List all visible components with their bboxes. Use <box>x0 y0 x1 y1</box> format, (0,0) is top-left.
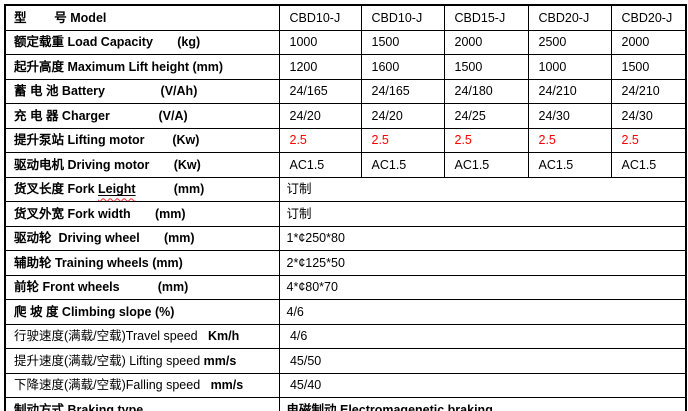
cell-load-3: 2000 <box>443 29 529 55</box>
cell-battery-4: 24/210 <box>527 78 612 104</box>
row-label-travel-speed: 行驶速度(满载/空载)Travel speed Km/h <box>4 323 280 349</box>
cell-climbing-slope: 4/6 <box>278 299 687 325</box>
spec-row-braking-type: 制动方式 Braking type 电磁制动 Electromagenetic … <box>4 397 687 411</box>
falling-speed-unit: mm/s <box>203 378 244 393</box>
cell-lift-3: 1500 <box>443 54 529 80</box>
cell-load-5: 2000 <box>610 29 687 55</box>
spec-row-falling-speed: 下降速度(满载/空载)Falling speed mm/s 45/40 <box>4 372 687 398</box>
cell-drivemotor-2: AC1.5 <box>360 152 445 178</box>
row-label-driving-motor: 驱动电机 Driving motor (Kw) <box>4 152 280 178</box>
cell-battery-5: 24/210 <box>610 78 687 104</box>
cell-model-5: CBD20-J <box>610 4 687 31</box>
cell-falling-speed: 45/40 <box>278 372 687 398</box>
cell-battery-3: 24/180 <box>443 78 529 104</box>
row-label-fork-width: 货叉外宽 Fork width (mm) <box>4 201 280 227</box>
cell-load-4: 2500 <box>527 29 612 55</box>
cell-charger-3: 24/25 <box>443 103 529 129</box>
cell-travel-speed: 4/6 <box>278 323 687 349</box>
lifting-speed-text: 提升速度(满载/空载) Lifting speed <box>14 353 204 368</box>
cell-load-2: 1500 <box>360 29 445 55</box>
cell-charger-2: 24/20 <box>360 103 445 129</box>
braking-pre: 电磁制动 <box>286 402 340 411</box>
spec-row-training-wheels: 辅助轮 Training wheels (mm) 2*¢125*50 <box>4 250 687 276</box>
cell-load-1: 1000 <box>278 29 362 55</box>
cell-battery-2: 24/165 <box>360 78 445 104</box>
spec-row-lifting-motor: 提升泵站 Lifting motor (Kw) 2.5 2.5 2.5 2.5 … <box>4 127 687 153</box>
cell-charger-1: 24/20 <box>278 103 362 129</box>
braking-post: braking <box>444 402 493 411</box>
cell-liftmotor-3: 2.5 <box>443 127 529 153</box>
cell-lift-1: 1200 <box>278 54 362 80</box>
row-label-load-capacity: 额定载重 Load Capacity (kg) <box>4 29 280 55</box>
spec-row-driving-motor: 驱动电机 Driving motor (Kw) AC1.5 AC1.5 AC1.… <box>4 152 687 178</box>
row-label-training-wheels: 辅助轮 Training wheels (mm) <box>4 250 280 276</box>
spec-table: 型 号 Model CBD10-J CBD10-J CBD15-J CBD20-… <box>4 4 687 411</box>
cell-model-2: CBD10-J <box>360 4 445 31</box>
cell-drivemotor-4: AC1.5 <box>527 152 612 178</box>
row-label-fork-length: 货叉长度 Fork Leight (mm) <box>4 176 280 202</box>
lifting-speed-unit: mm/s <box>203 353 237 368</box>
cell-drivemotor-5: AC1.5 <box>610 152 687 178</box>
travel-speed-unit: Km/h <box>197 329 240 344</box>
spec-row-lifting-speed: 提升速度(满载/空载) Lifting speed mm/s 45/50 <box>4 348 687 374</box>
cell-battery-1: 24/165 <box>278 78 362 104</box>
fork-length-word: Leight <box>98 182 136 197</box>
cell-model-3: CBD15-J <box>443 4 529 31</box>
row-label-model: 型 号 Model <box>4 4 280 31</box>
fork-length-pre: 货叉长度 Fork <box>14 182 99 197</box>
spec-row-fork-width: 货叉外宽 Fork width (mm) 订制 <box>4 201 687 227</box>
spec-row-travel-speed: 行驶速度(满载/空载)Travel speed Km/h 4/6 <box>4 323 687 349</box>
cell-drivemotor-1: AC1.5 <box>278 152 362 178</box>
cell-lift-5: 1500 <box>610 54 687 80</box>
row-label-front-wheels: 前轮 Front wheels (mm) <box>4 274 280 300</box>
cell-lifting-speed: 45/50 <box>278 348 687 374</box>
row-label-lifting-motor: 提升泵站 Lifting motor (Kw) <box>4 127 280 153</box>
row-label-lift-height: 起升高度 Maximum Lift height (mm) <box>4 54 280 80</box>
row-label-falling-speed: 下降速度(满载/空载)Falling speed mm/s <box>4 372 280 398</box>
spec-row-lift-height: 起升高度 Maximum Lift height (mm) 1200 1600 … <box>4 54 687 80</box>
cell-drivemotor-3: AC1.5 <box>443 152 529 178</box>
row-label-battery: 蓄 电 池 Battery (V/Ah) <box>4 78 280 104</box>
row-label-charger: 充 电 器 Charger (V/A) <box>4 103 280 129</box>
braking-word: Electromagenetic <box>339 402 445 411</box>
cell-fork-width: 订制 <box>278 201 687 227</box>
travel-speed-text: 行驶速度(满载/空载)Travel speed <box>14 329 198 344</box>
fork-length-unit: (mm) <box>135 182 205 197</box>
cell-lift-4: 1000 <box>527 54 612 80</box>
spec-row-model: 型 号 Model CBD10-J CBD10-J CBD15-J CBD20-… <box>4 4 687 31</box>
cell-front-wheels: 4*¢80*70 <box>278 274 687 300</box>
cell-charger-4: 24/30 <box>527 103 612 129</box>
cell-liftmotor-2: 2.5 <box>360 127 445 153</box>
row-label-lifting-speed: 提升速度(满载/空载) Lifting speed mm/s <box>4 348 280 374</box>
cell-lift-2: 1600 <box>360 54 445 80</box>
cell-braking-type: 电磁制动 Electromagenetic braking <box>278 397 687 411</box>
spec-row-fork-length: 货叉长度 Fork Leight (mm) 订制 <box>4 176 687 202</box>
spec-row-climbing-slope: 爬 坡 度 Climbing slope (%) 4/6 <box>4 299 687 325</box>
row-label-driving-wheel: 驱动轮 Driving wheel (mm) <box>4 225 280 251</box>
row-label-climbing-slope: 爬 坡 度 Climbing slope (%) <box>4 299 280 325</box>
spec-row-charger: 充 电 器 Charger (V/A) 24/20 24/20 24/25 24… <box>4 103 687 129</box>
cell-fork-length: 订制 <box>278 176 687 202</box>
row-label-braking-type: 制动方式 Braking type <box>4 397 280 411</box>
cell-model-1: CBD10-J <box>278 4 362 31</box>
spec-row-battery: 蓄 电 池 Battery (V/Ah) 24/165 24/165 24/18… <box>4 78 687 104</box>
cell-driving-wheel: 1*¢250*80 <box>278 225 687 251</box>
spec-row-load-capacity: 额定载重 Load Capacity (kg) 1000 1500 2000 2… <box>4 29 687 55</box>
spec-row-driving-wheel: 驱动轮 Driving wheel (mm) 1*¢250*80 <box>4 225 687 251</box>
cell-charger-5: 24/30 <box>610 103 687 129</box>
cell-training-wheels: 2*¢125*50 <box>278 250 687 276</box>
misspelled-word-wrap: Electromagenetic <box>340 403 444 411</box>
falling-speed-text: 下降速度(满载/空载)Falling speed <box>14 378 204 393</box>
cell-liftmotor-5: 2.5 <box>610 127 687 153</box>
spec-row-front-wheels: 前轮 Front wheels (mm) 4*¢80*70 <box>4 274 687 300</box>
cell-liftmotor-4: 2.5 <box>527 127 612 153</box>
cell-model-4: CBD20-J <box>527 4 612 31</box>
cell-liftmotor-1: 2.5 <box>278 127 362 153</box>
misspelled-word-wrap: Leight <box>98 182 136 196</box>
